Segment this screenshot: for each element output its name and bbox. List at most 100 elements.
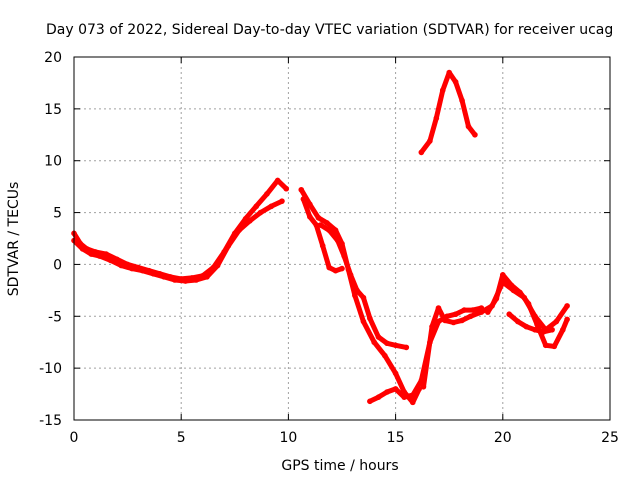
data-point — [139, 267, 146, 274]
plot-frame — [73, 56, 611, 421]
data-point — [493, 295, 500, 302]
data-point — [88, 251, 94, 257]
data-point — [500, 272, 506, 278]
data-point — [236, 227, 242, 234]
data-point — [371, 339, 377, 346]
y-tick-label: 0 — [53, 257, 62, 273]
data-point — [360, 294, 367, 301]
grid — [74, 57, 610, 420]
x-axis-label: GPS time / hours — [281, 458, 398, 474]
x-tick-label: 10 — [279, 430, 297, 446]
data-point — [307, 213, 313, 220]
data-point — [549, 326, 555, 333]
data-point — [352, 292, 358, 299]
data-point — [478, 309, 485, 315]
data-point — [257, 209, 264, 216]
data-point — [107, 257, 114, 264]
chart-title: Day 073 of 2022, Sidereal Day-to-day VTE… — [46, 22, 613, 38]
data-point — [268, 203, 275, 210]
data-point — [264, 191, 270, 197]
data-point — [403, 344, 410, 351]
data-point — [204, 274, 210, 280]
data-point — [523, 323, 530, 330]
data-point — [283, 185, 290, 192]
data-point — [214, 262, 221, 269]
data-point — [300, 196, 307, 202]
data-point — [433, 115, 440, 121]
data-point — [225, 242, 232, 249]
data-point — [326, 227, 332, 234]
y-tick-label: 5 — [53, 206, 62, 222]
data-point — [420, 384, 427, 390]
data-point — [446, 69, 453, 76]
data-point — [515, 318, 521, 325]
data-point — [384, 340, 390, 347]
data-point — [427, 138, 433, 144]
data-point — [150, 270, 157, 277]
series-trace-g — [421, 279, 570, 390]
data-point — [161, 274, 167, 280]
data-point — [542, 342, 549, 349]
data-point — [375, 334, 382, 340]
y-tick-labels: -15 -10 -5 0 5 10 15 20 — [39, 50, 62, 429]
y-tick-label: 20 — [44, 50, 62, 66]
y-tick-label: -5 — [48, 309, 62, 325]
data-point — [392, 370, 399, 377]
data-point — [247, 218, 253, 224]
y-tick-label: 10 — [44, 154, 62, 170]
axis-ticks — [73, 56, 611, 421]
data-point — [341, 253, 347, 259]
x-tick-label: 15 — [387, 430, 405, 446]
data-point — [79, 246, 86, 252]
data-point — [560, 326, 566, 333]
data-point — [450, 319, 457, 326]
data-point — [384, 389, 390, 395]
data-point — [392, 342, 399, 349]
data-point — [465, 123, 472, 130]
data-point — [461, 307, 468, 313]
data-point — [360, 318, 367, 325]
y-tick-label: -10 — [39, 361, 62, 377]
x-tick-label: 20 — [494, 430, 512, 446]
data-point — [298, 186, 305, 193]
data-point — [392, 386, 399, 392]
data-point — [332, 227, 339, 234]
data-point — [551, 343, 558, 350]
data-point — [506, 311, 513, 318]
data-traces — [71, 69, 570, 406]
data-point — [452, 79, 459, 85]
data-point — [382, 352, 388, 359]
data-point — [525, 301, 532, 307]
data-point — [332, 267, 339, 274]
data-point — [313, 222, 320, 228]
data-point — [459, 317, 465, 324]
data-point — [540, 329, 547, 335]
data-point — [129, 265, 135, 272]
data-point — [317, 222, 324, 228]
data-point — [319, 242, 326, 249]
y-tick-label: -15 — [39, 413, 62, 429]
data-point — [435, 305, 442, 311]
data-point — [315, 214, 322, 221]
data-point — [96, 253, 103, 259]
data-point — [367, 398, 373, 405]
data-point — [324, 220, 330, 226]
data-point — [472, 131, 478, 138]
data-point — [459, 97, 465, 104]
x-tick-labels: 0 5 10 15 20 25 — [70, 430, 619, 446]
data-point — [517, 289, 523, 296]
y-tick-label: 15 — [44, 102, 62, 118]
data-point — [409, 392, 416, 398]
x-tick-label: 5 — [177, 430, 186, 446]
data-point — [439, 87, 446, 93]
data-point — [375, 394, 382, 400]
data-point — [279, 198, 285, 204]
y-axis-label: SDTVAR / TECUs — [6, 182, 22, 297]
data-point — [339, 265, 345, 272]
data-point — [334, 237, 341, 244]
data-point — [442, 317, 448, 324]
data-point — [532, 326, 538, 333]
data-point — [452, 311, 459, 318]
data-point — [484, 309, 491, 315]
